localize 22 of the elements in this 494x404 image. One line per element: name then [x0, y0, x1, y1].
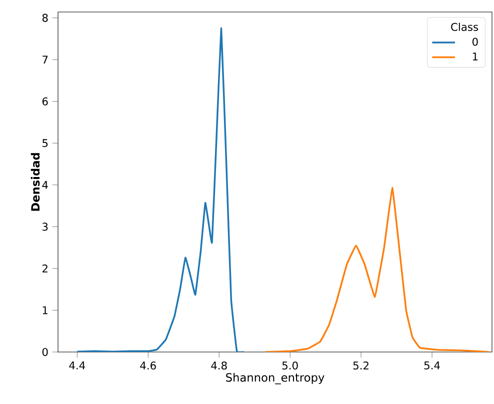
x-tick-label: 4.4 — [69, 361, 86, 370]
x-tick-label: 4.6 — [140, 361, 156, 370]
y-tick-label: 6 — [42, 97, 48, 106]
line-series — [76, 27, 245, 352]
y-tick-label: 7 — [42, 56, 48, 64]
y-tick-label: 1 — [42, 306, 48, 314]
y-tick-label: 0 — [42, 348, 48, 356]
y-tick-label: 5 — [42, 139, 48, 148]
x-tick-label: 5.2 — [353, 361, 368, 370]
y-tick-label: 3 — [42, 222, 48, 231]
x-tick-label: 5.0 — [282, 361, 298, 370]
legend-label: 1 — [472, 52, 478, 60]
legend-title: Class — [451, 22, 478, 31]
y-tick-label: 8 — [42, 14, 48, 22]
y-tick-label: 4 — [42, 181, 48, 189]
y-axis-title: Densidad — [30, 153, 40, 211]
x-tick-label: 4.8 — [211, 361, 227, 370]
y-tick-label: 2 — [42, 264, 48, 272]
x-tick-label: 5.4 — [424, 361, 440, 370]
x-axis-title: Shannon_entropy — [226, 372, 324, 384]
line-series — [264, 186, 490, 352]
legend-label: 0 — [472, 38, 478, 46]
